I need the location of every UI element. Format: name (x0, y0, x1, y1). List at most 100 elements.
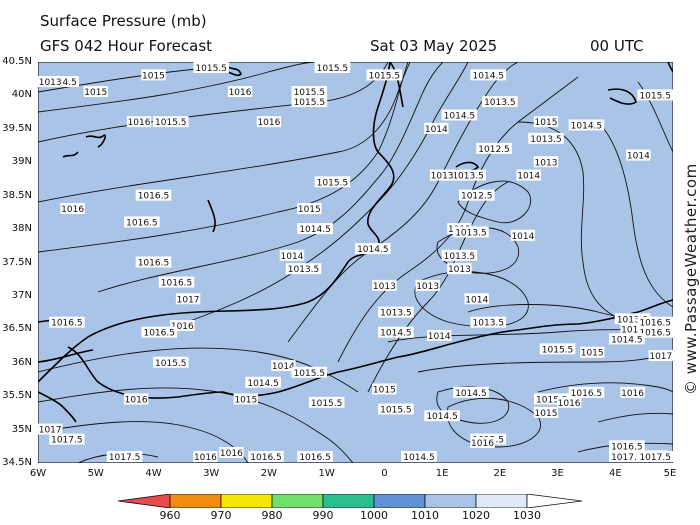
isobar-label: 1015.5 (294, 98, 326, 108)
isobar-label-bg (626, 149, 651, 161)
isobar-label: 1015 (535, 409, 558, 419)
lon-label: 5E (663, 468, 677, 479)
lat-label: 34.5N (2, 457, 32, 468)
isobar-label: 1016.5 (143, 329, 175, 339)
isobar-label: 1013.5 (617, 315, 649, 325)
isobar-label: 1014.5 (403, 453, 435, 463)
isobar-label: 1013 (373, 282, 396, 292)
isobar-label-bg (470, 436, 495, 448)
isobar-labels: 1015.5 1015 1015 1014.5 1016 1015.5 1015.5 1015… (38, 62, 673, 463)
isobar-label: 1014 (627, 152, 650, 162)
lon-label: 0 (381, 468, 388, 479)
isobar-label-bg (453, 226, 489, 238)
isobar-label: 1016 (220, 449, 243, 459)
lon-label: 3E (551, 468, 564, 479)
isobar-label: 1015 (298, 205, 321, 215)
isobar-label: 1014 (428, 332, 451, 342)
isobar-label-bg (256, 116, 282, 128)
isobar-label-bg (568, 119, 605, 131)
isobar-label: 1016 (229, 88, 252, 98)
isobar-label-bg (528, 132, 564, 144)
forecast-subtitle: GFS 042 Hour Forecast (40, 37, 213, 55)
credit-watermark: © www.PassageWeather.com (682, 163, 700, 395)
isobar-label: 1012.5 (478, 145, 510, 155)
isobar-label-bg (271, 360, 296, 372)
isobar-label: 1016.5 (250, 453, 282, 463)
isobar-label: 1014.5 (299, 225, 331, 235)
isobar-label: 1015.5 (311, 399, 343, 409)
isobar-label: 1015 (84, 88, 107, 98)
isobar-label: 1014.5 (571, 121, 603, 131)
isobar-label-bg (427, 330, 452, 342)
isobar-label-bg (308, 396, 345, 408)
isobar-label: 1015.5 (195, 64, 227, 74)
isobar-label-bg (637, 316, 673, 328)
lat-label: 35N (11, 423, 32, 435)
lon-label: 1E (435, 468, 449, 479)
isobar-label: 1015.5 (317, 64, 349, 74)
isobar-label-bg (372, 383, 397, 395)
isobar-label: 1014.5 (380, 329, 412, 339)
legend-label: 980 (261, 509, 283, 522)
lat-label: 37N (11, 289, 32, 301)
legend-label: 970 (210, 509, 232, 522)
isobar-label-bg (620, 323, 645, 335)
isobar-label-bg (49, 316, 85, 328)
isobar-label: 1014 (517, 172, 540, 182)
isobar-label: 1017.5 (51, 436, 82, 446)
lat-label: 38.5N (2, 189, 32, 201)
legend-arrow-right (526, 494, 582, 508)
isobar-label: 1013.5 (444, 252, 476, 262)
lat-label: 36.5N (2, 323, 32, 335)
isobar-label: 1015.5 (542, 345, 574, 355)
isobar-label: 1015 (142, 71, 165, 81)
isobar-label: 1015.5 (380, 406, 412, 416)
lon-label: 4E (608, 468, 622, 479)
isobar-label: 1016.5 (571, 389, 603, 399)
isobar-label-bg (450, 169, 486, 181)
isobar-label: 1016.5 (299, 453, 331, 463)
legend-swatch (373, 494, 426, 508)
isobar-label-bg (141, 326, 178, 338)
isobar-label: 1013 (39, 78, 62, 88)
isobar-label-bg (429, 169, 455, 181)
legend-label: 990 (312, 509, 334, 522)
isobar-label-bg (556, 396, 582, 408)
isobar-label-bg (482, 96, 518, 108)
isobar-label-bg (609, 451, 645, 462)
isobar-label-bg (378, 326, 414, 338)
isobar-label-bg (152, 116, 189, 128)
isobar-label: 1014 (511, 232, 534, 242)
isobar-label: 1016.5 (639, 319, 671, 329)
isobar-label: 1017.5 (611, 453, 643, 463)
isobar-label: 1015 (234, 396, 257, 406)
legend-label: 1020 (462, 509, 490, 522)
lat-label: 37.5N (2, 256, 32, 268)
isobar-label-bg (441, 109, 478, 121)
isobar-label-bg (609, 333, 645, 345)
isobar-label-bg (568, 386, 605, 398)
isobar-label-bg (291, 96, 328, 108)
isobar-label-bg (401, 451, 437, 462)
isobar-label: 1016.5 (138, 192, 170, 202)
isobar-label: 1017.5 (639, 453, 671, 463)
isobar-label-bg (637, 89, 673, 101)
isobar-label-bg (141, 69, 166, 81)
isobar-label-bg (126, 116, 152, 128)
isobar-label-bg (648, 350, 673, 362)
isobar-label-bg (83, 86, 108, 98)
isobar-label-bg (366, 69, 403, 81)
isobar-label: 1013.5 (455, 228, 487, 238)
isobar-label: 1013.5 (452, 172, 484, 182)
isobar-label: 1015.5 (536, 396, 568, 406)
lon-label: 4W (145, 468, 162, 479)
isobar-label-bg (470, 69, 507, 81)
isobar-label: 1016 (621, 389, 644, 399)
isobar-label-bg (158, 276, 195, 288)
legend-label: 960 (159, 509, 181, 522)
isobar-label: 1014 (621, 325, 644, 335)
isobar-label: 1014.5 (426, 412, 458, 422)
isobar-label-bg (245, 376, 281, 388)
isobar-label-bg (579, 346, 605, 358)
isobar-label-bg (424, 122, 449, 134)
